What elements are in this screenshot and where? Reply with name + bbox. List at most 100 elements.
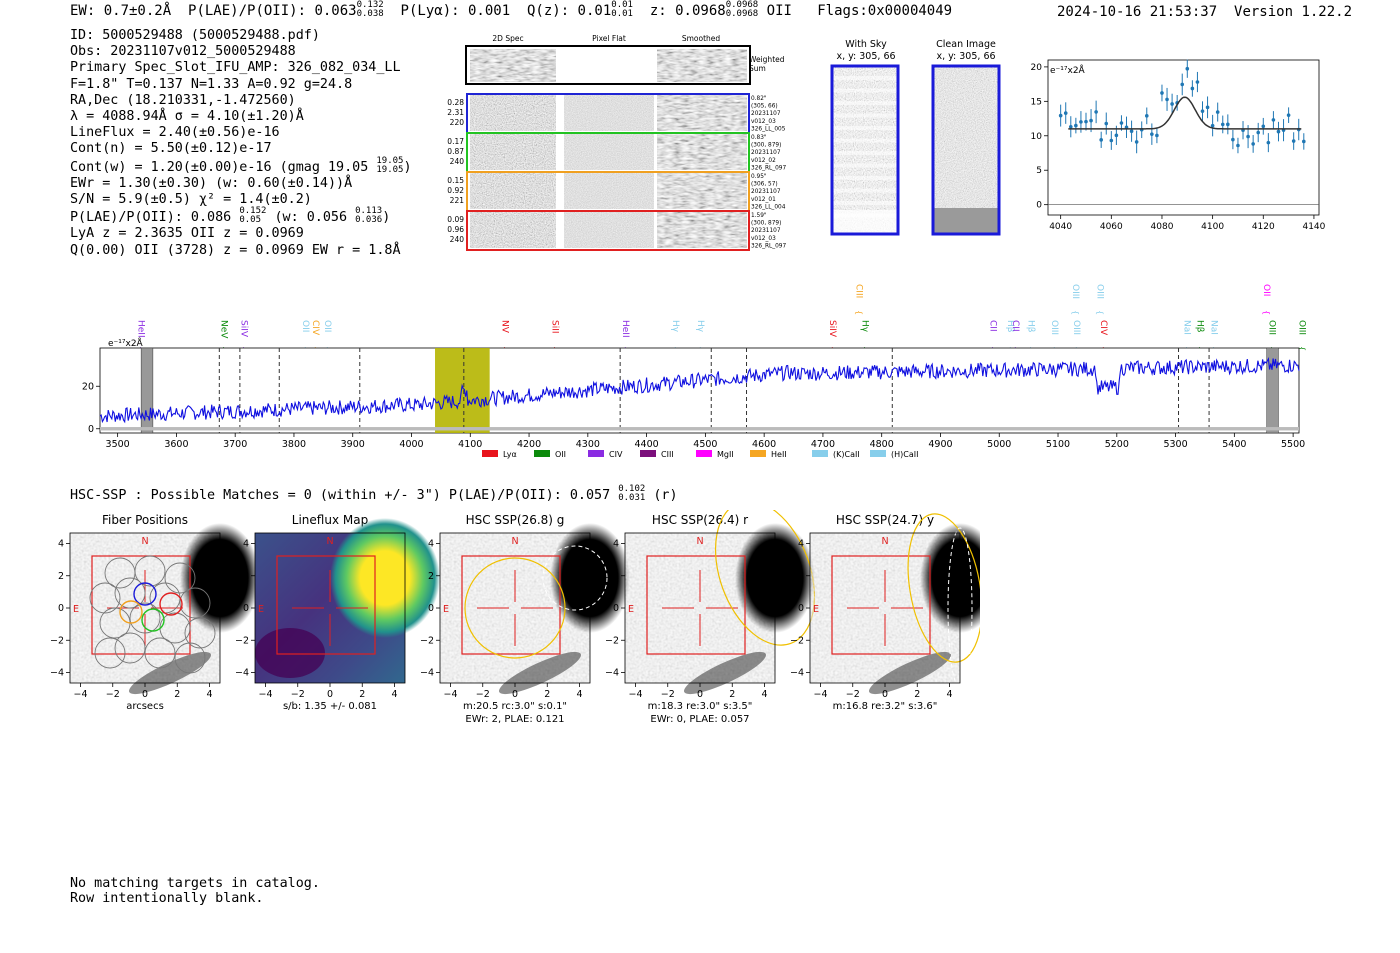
fit-point: [1276, 129, 1281, 134]
fit-ytick-label: 0: [1036, 201, 1042, 211]
cutout-right-2-1: (306, 57): [751, 182, 778, 188]
img-ytick-label: 4: [243, 539, 249, 550]
fit-point: [1246, 134, 1250, 139]
fiber-circle: [134, 555, 166, 587]
fiber-highlight: [133, 582, 157, 606]
cutout-flat-2: [564, 173, 654, 209]
hsc-summary: HSC-SSP : Possible Matches = 0 (within +…: [70, 485, 678, 504]
fit-xtick-label: 4140: [1302, 222, 1325, 232]
legend-label: HeII: [771, 450, 787, 459]
cutout-right-2-4: 326_LL_004: [751, 204, 786, 210]
legend-swatch: [870, 450, 886, 457]
fit-axes: [1047, 59, 1320, 216]
fit-point: [1256, 130, 1261, 135]
fiber-circle: [94, 637, 126, 669]
fit-point: [1231, 137, 1235, 142]
cutout-left-0-0: 0.28: [447, 98, 464, 107]
fit-point: [1190, 86, 1195, 91]
img-ytick-label: −4: [235, 668, 249, 679]
spec-line-label: CIII: [853, 284, 863, 298]
fit-point: [1144, 114, 1149, 118]
sky-fiber-stripe: [832, 151, 898, 155]
img-xtick-label: −4: [443, 689, 457, 700]
cutout-flat-3: [564, 212, 654, 248]
legend-label: CIII: [661, 450, 674, 459]
sky-fiber-stripe: [832, 76, 898, 80]
spec-axes: [99, 347, 1300, 434]
line-fit-plot: e⁻¹⁷x2Å 4040 4060 4080 4100 4120 4140 0 5 10 15 20: [1031, 59, 1326, 232]
catalog-ellipse: [542, 545, 608, 611]
cutout-smooth-0: [657, 95, 747, 131]
cutout-left-0-2: 220: [450, 118, 465, 127]
img-ytick-label: 2: [798, 571, 804, 582]
spec-ticks: 3500 3600 3700 3800 3900 4000 4100 4200 4300 4400…: [82, 381, 1305, 450]
imaging-title: HSC SSP(24.7) y: [836, 513, 934, 527]
spec-xtick-label: 4100: [458, 439, 482, 450]
imaging-caption: arcsecs: [126, 701, 164, 712]
img-ytick-label: −4: [420, 668, 434, 679]
fit-xtick-label: 4080: [1151, 222, 1174, 232]
faint-source: [128, 651, 212, 695]
sky-fiber-stripe: [832, 176, 898, 180]
img-ytick-label: 2: [243, 571, 249, 582]
fit-point: [1150, 132, 1154, 136]
cutout-frame-3: [466, 210, 750, 251]
sky-fiber-stripe: [832, 138, 898, 143]
legend-label: CIV: [609, 450, 623, 459]
fiber-circle: [164, 562, 196, 594]
fit-point: [1226, 122, 1230, 127]
info-lambda: λ = 4088.94Å σ = 4.10(±1.20)Å: [70, 109, 304, 125]
spec-xtick-label: 4000: [399, 439, 423, 450]
imaging-caption: m:16.8 re:3.2" s:3.6": [833, 701, 938, 712]
north-label: N: [141, 536, 148, 547]
img-xtick-label: 2: [729, 689, 735, 700]
spec-line-label: OII: [300, 320, 310, 332]
img-ytick-label: 2: [428, 571, 434, 582]
imaging-panel-4: HSC SSP(24.7) y N E −4 −2 0 2 4 4 2 0 −2 −4 m:16.8 re…: [790, 513, 980, 712]
fit-point: [1261, 124, 1266, 129]
north-label: N: [511, 536, 518, 547]
cutout-2dspec-3: [470, 212, 556, 248]
fiber-highlight: [119, 600, 143, 624]
spec-line-label: Hβ: [1026, 320, 1036, 333]
info-contn: Cont(n) = 5.50(±0.12)e-17: [70, 141, 272, 157]
info-radec: RA,Dec (18.210331,-1.472560): [70, 92, 296, 108]
flags-label: Flags:0x00004049: [817, 3, 953, 19]
sky-title: With Sky: [845, 39, 887, 50]
cutout-right-0-3: v012_03: [751, 119, 776, 125]
info-sn: S/N = 5.9(±0.5) χ² = 1.4(±0.2): [70, 192, 312, 208]
img-xtick-label: 2: [359, 689, 365, 700]
fit-point: [1119, 121, 1124, 125]
fit-point: [1215, 110, 1220, 114]
clean-masked-region: [933, 208, 999, 234]
spec-line-label: NaI: [1181, 320, 1191, 335]
col-header-smoothed: Smoothed: [682, 34, 721, 43]
spec-xtick-label: 4400: [635, 439, 659, 450]
cutout-right-0-4: 326_LL_005: [751, 126, 786, 132]
plae-label: P(LAE)/P(OII): 0.063: [188, 3, 357, 19]
cutout-right-0-1: (305, 66): [751, 104, 778, 110]
legend-label: (K)CaII: [833, 450, 860, 459]
col-header-2dspec: 2D Spec: [492, 34, 523, 43]
east-label: E: [813, 604, 819, 615]
lineflux-hotspot: [330, 518, 440, 638]
fit-point: [1205, 105, 1210, 110]
legend-label: MgII: [717, 450, 734, 459]
spec-xtick-label: 5000: [987, 439, 1011, 450]
fiber-circle: [89, 582, 121, 614]
imaging-title: HSC SSP(26.4) r: [652, 513, 748, 527]
spec-line-label: Hγ: [670, 320, 680, 333]
info-contw: Cont(w) = 1.20(±0.00)e-16 (gmag 19.05 19…: [70, 155, 412, 175]
fit-point: [1291, 139, 1296, 143]
cutout-left-3-1: 0.96: [447, 225, 464, 234]
footer-line-1: No matching targets in catalog.: [70, 876, 320, 891]
sky-fiber-stripe: [832, 201, 898, 205]
fit-model-curve: [1068, 96, 1302, 130]
imaging-panel-2: HSC SSP(26.8) g N E −4 −2 0 2 4 4 2 0 −2 −4 m:20.5 rc…: [420, 513, 630, 725]
fit-ytick-label: 10: [1031, 132, 1043, 142]
legend-label: (H)CaII: [891, 450, 918, 459]
imaging-caption: m:20.5 rc:3.0" s:0.1": [463, 701, 567, 712]
bright-source: [920, 523, 980, 633]
weighted-sum-2dspec: [470, 49, 556, 82]
img-xtick-label: 2: [914, 689, 920, 700]
